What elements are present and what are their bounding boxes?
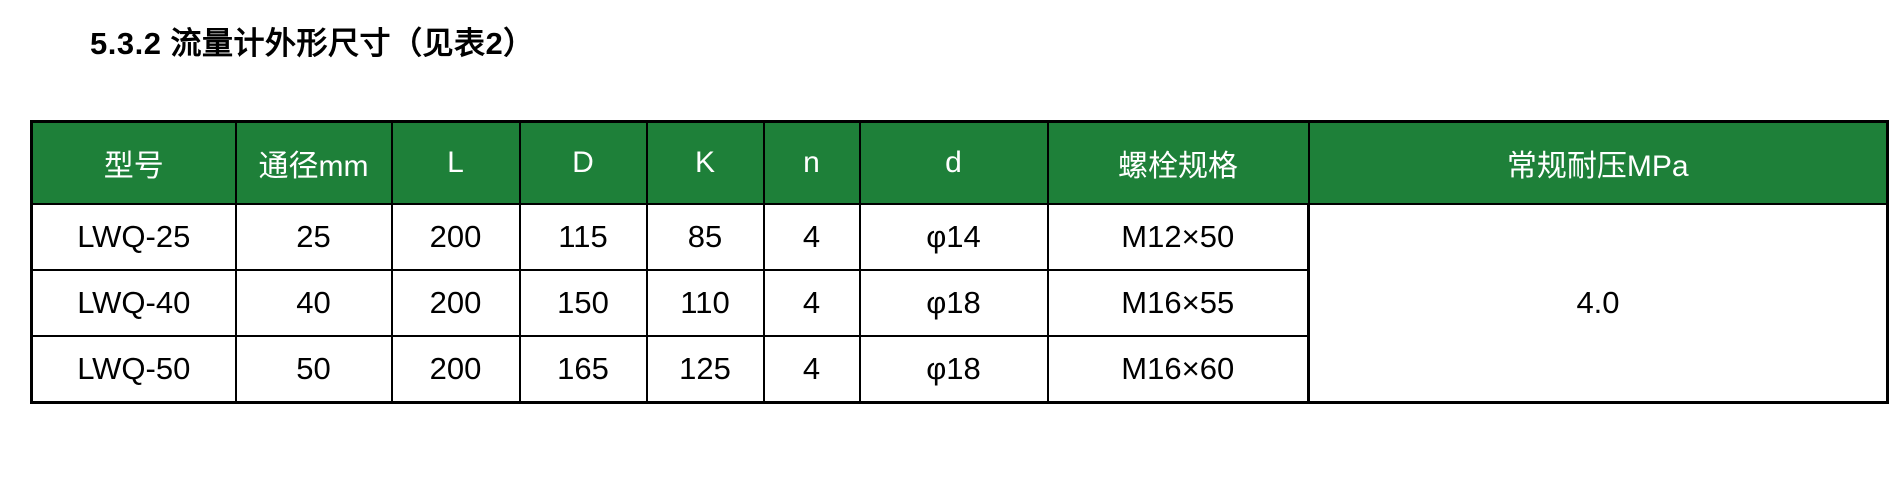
- cell-n: 4: [762, 269, 861, 337]
- column-header-n: n: [762, 120, 861, 205]
- column-header-l: L: [390, 120, 521, 205]
- table-header: 型号 通径mm L D K n d 螺栓规格 常规耐压MPa: [30, 120, 1889, 205]
- cell-k: 110: [645, 269, 765, 337]
- cell-bolt: M12×50: [1046, 203, 1310, 271]
- cell-n: 4: [762, 335, 861, 404]
- column-header-d-hole: d: [858, 120, 1049, 205]
- cell-d-outer: 165: [518, 335, 648, 404]
- dimensions-table-container: 型号 通径mm L D K n d 螺栓规格 常规耐压MPa LWQ-25 25…: [30, 120, 1889, 404]
- table-row: LWQ-50 50 200 165 125 4 φ18 M16×60: [30, 335, 1888, 404]
- cell-model: LWQ-25: [30, 203, 237, 271]
- cell-l: 200: [390, 335, 521, 404]
- cell-bore: 25: [234, 203, 393, 271]
- cell-bore: 50: [234, 335, 393, 404]
- cell-l: 200: [390, 203, 521, 271]
- column-header-bore: 通径mm: [234, 120, 393, 205]
- cell-bolt: M16×55: [1046, 269, 1310, 337]
- cell-d-outer: 150: [518, 269, 648, 337]
- cell-model: LWQ-50: [30, 335, 237, 404]
- column-header-bolt: 螺栓规格: [1046, 120, 1310, 205]
- table-body: LWQ-25 25 200 115 85 4 φ14 M12×50 4.0 LW…: [30, 203, 1889, 404]
- cell-bolt: M16×60: [1046, 335, 1310, 404]
- cell-n: 4: [762, 203, 861, 271]
- table-row: LWQ-25 25 200 115 85 4 φ14 M12×50 4.0: [30, 203, 1889, 404]
- table-row: LWQ-40 40 200 150 110 4 φ18 M16×55: [30, 269, 1888, 337]
- cell-pressure-merged: 4.0: [1307, 203, 1889, 404]
- page-title: 5.3.2 流量计外形尺寸（见表2）: [90, 26, 535, 61]
- cell-d-hole: φ18: [858, 335, 1049, 404]
- cell-d-outer: 115: [518, 203, 648, 271]
- dimensions-table: 型号 通径mm L D K n d 螺栓规格 常规耐压MPa LWQ-25 25…: [30, 120, 1889, 404]
- column-header-model: 型号: [30, 120, 237, 205]
- cell-d-hole: φ18: [858, 269, 1049, 337]
- table-header-row: 型号 通径mm L D K n d 螺栓规格 常规耐压MPa: [30, 120, 1889, 205]
- cell-l: 200: [390, 269, 521, 337]
- cell-model: LWQ-40: [30, 269, 237, 337]
- cell-k: 125: [645, 335, 765, 404]
- column-header-k: K: [645, 120, 765, 205]
- cell-d-hole: φ14: [858, 203, 1049, 271]
- column-header-pressure: 常规耐压MPa: [1307, 120, 1889, 205]
- cell-bore: 40: [234, 269, 393, 337]
- column-header-d-outer: D: [518, 120, 648, 205]
- cell-k: 85: [645, 203, 765, 271]
